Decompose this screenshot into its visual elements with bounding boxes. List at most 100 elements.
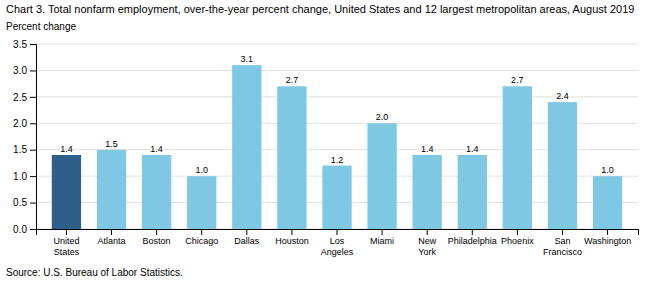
- x-tick-label: Washington: [584, 236, 631, 246]
- x-tick-label: SanFrancisco: [543, 236, 582, 256]
- bar: [503, 86, 532, 229]
- x-tick: Dallas: [234, 229, 260, 246]
- y-tick-mark: [30, 150, 36, 151]
- x-tick-label: Philadelphia: [448, 236, 497, 246]
- bar: [232, 65, 261, 229]
- x-axis: UnitedStates Atlanta Boston Chicago Dallas Ho…: [37, 229, 639, 257]
- x-tick-label: Dallas: [234, 236, 260, 246]
- x-tick-label: NewYork: [418, 236, 437, 256]
- x-tick-mark: [562, 229, 563, 235]
- source: Source: U.S. Bureau of Labor Statistics.: [6, 267, 183, 278]
- bar: [548, 102, 577, 229]
- x-tick-mark: [427, 229, 428, 235]
- chart: Chart 3. Total nonfarm employment, over-…: [0, 0, 650, 281]
- x-tick: Atlanta: [98, 229, 126, 246]
- y-tick-label: 2.0: [13, 118, 27, 129]
- x-tick: Chicago: [185, 229, 218, 246]
- x-tick-mark: [607, 229, 608, 235]
- grid-line: [36, 149, 638, 150]
- y-axis: 0.0 0.5 1.0 1.5 2.0 2.5 3.0 3.5: [13, 39, 36, 235]
- x-tick: Washington: [584, 229, 631, 246]
- data-label: 1.4: [150, 144, 163, 154]
- y-tick: 3.5: [13, 39, 36, 50]
- data-label: 2.7: [511, 75, 524, 85]
- x-tick-label: Houston: [275, 236, 309, 246]
- data-label: 2.0: [376, 112, 389, 122]
- y-tick-label: 0.0: [13, 224, 27, 235]
- x-tick-mark: [66, 229, 67, 235]
- x-tick-mark: [156, 229, 157, 235]
- grid-line: [36, 44, 638, 45]
- data-label: 2.7: [286, 75, 299, 85]
- x-tick: LosAngeles: [321, 229, 354, 257]
- bar: [413, 155, 442, 229]
- x-tick-mark: [111, 229, 112, 235]
- y-tick: 3.0: [13, 65, 36, 76]
- bar: [277, 86, 306, 229]
- grid: [36, 44, 638, 229]
- x-tick-mark: [201, 229, 202, 235]
- grid-line: [36, 123, 638, 124]
- x-tick-mark: [472, 229, 473, 235]
- data-label: 1.2: [331, 155, 344, 165]
- y-tick-mark: [30, 176, 36, 177]
- x-tick-mark: [246, 229, 247, 235]
- y-axis-label: Percent change: [6, 21, 76, 32]
- y-tick-label: 3.5: [13, 39, 27, 50]
- bar: [142, 155, 171, 229]
- x-tick-label: Phoenix: [501, 236, 534, 246]
- x-tick-label: Atlanta: [98, 236, 126, 246]
- y-tick: 1.0: [13, 171, 36, 182]
- bars: [52, 65, 622, 229]
- x-tick: NewYork: [418, 229, 437, 257]
- bar: [52, 155, 81, 229]
- y-tick: 0.0: [13, 224, 36, 235]
- title: Chart 3. Total nonfarm employment, over-…: [6, 3, 634, 15]
- x-tick-mark: [291, 229, 292, 235]
- plot: 1.41.51.41.03.12.71.22.01.41.42.72.41.00…: [13, 39, 638, 257]
- bar: [458, 155, 487, 229]
- y-tick-label: 2.5: [13, 92, 27, 103]
- x-tick-label: Boston: [143, 236, 171, 246]
- y-tick-mark: [30, 70, 36, 71]
- y-tick-mark: [30, 97, 36, 98]
- y-tick: 1.5: [13, 144, 36, 155]
- y-tick-mark: [30, 229, 36, 230]
- bar: [593, 176, 622, 229]
- x-tick: Houston: [275, 229, 309, 246]
- data-labels: 1.4 1.5 1.4 1.0 3.1 2.7 1.2 2.0 1.4 1.4 2.7 2.4 1.0: [60, 54, 614, 175]
- x-tick-mark: [382, 229, 383, 235]
- y-tick-mark: [30, 44, 36, 45]
- y-tick-label: 0.5: [13, 197, 27, 208]
- y-axis-line: [30, 45, 37, 230]
- data-label: 1.4: [60, 144, 73, 154]
- x-tick: Miami: [370, 229, 394, 246]
- x-tick-label: LosAngeles: [321, 236, 354, 256]
- bar: [97, 150, 126, 229]
- data-label: 3.1: [241, 54, 254, 64]
- data-label: 1.5: [105, 139, 118, 149]
- x-tick: Philadelphia: [448, 229, 497, 246]
- grid-line: [36, 96, 638, 97]
- y-tick: 2.5: [13, 92, 36, 103]
- grid-line: [36, 70, 638, 71]
- x-tick-mark: [337, 229, 338, 235]
- x-tick: Boston: [143, 229, 171, 246]
- y-tick: 2.0: [13, 118, 36, 129]
- bar: [187, 176, 216, 229]
- x-tick: SanFrancisco: [543, 229, 582, 257]
- data-label: 1.0: [601, 165, 614, 175]
- data-label: 1.4: [466, 144, 479, 154]
- bar: [322, 166, 351, 229]
- x-tick-label: Chicago: [185, 236, 218, 246]
- x-tick-label: Miami: [370, 236, 394, 246]
- data-label: 2.4: [556, 91, 569, 101]
- y-tick-label: 1.5: [13, 144, 27, 155]
- x-tick: Phoenix: [501, 229, 534, 246]
- x-axis-line: [37, 230, 639, 236]
- data-label: 1.4: [421, 144, 434, 154]
- x-tick: UnitedStates: [53, 229, 79, 257]
- y-tick-label: 1.0: [13, 171, 27, 182]
- data-label: 1.0: [195, 165, 208, 175]
- bar: [367, 123, 396, 229]
